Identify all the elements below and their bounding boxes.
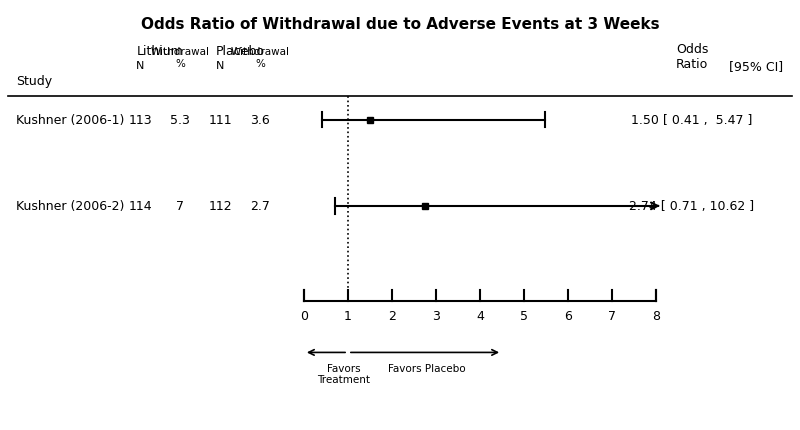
- Text: 112: 112: [208, 200, 232, 213]
- Text: 114: 114: [128, 200, 152, 213]
- Text: 5.3: 5.3: [170, 114, 190, 127]
- Text: Withdrawal
%: Withdrawal %: [230, 47, 290, 69]
- Text: [95% CI]: [95% CI]: [729, 60, 783, 73]
- Text: Favors
Treatment: Favors Treatment: [318, 363, 370, 384]
- Text: Placebo: Placebo: [215, 45, 265, 58]
- Text: 5: 5: [520, 310, 528, 322]
- Text: Kushner (2006-1): Kushner (2006-1): [16, 114, 124, 127]
- Text: Withdrawal
%: Withdrawal %: [150, 47, 210, 69]
- Text: 8: 8: [652, 310, 660, 322]
- Text: 7: 7: [608, 310, 616, 322]
- Text: 0: 0: [300, 310, 308, 322]
- Text: N: N: [136, 61, 144, 71]
- Text: Lithium: Lithium: [137, 45, 183, 58]
- Text: N: N: [216, 61, 224, 71]
- Text: Favors Placebo: Favors Placebo: [388, 363, 466, 373]
- Text: 6: 6: [564, 310, 572, 322]
- Text: Study: Study: [16, 75, 52, 88]
- Text: Kushner (2006-2): Kushner (2006-2): [16, 200, 124, 213]
- Text: 7: 7: [176, 200, 184, 213]
- Text: 2.7: 2.7: [250, 200, 270, 213]
- Text: 2.74 [ 0.71 , 10.62 ]: 2.74 [ 0.71 , 10.62 ]: [630, 200, 754, 213]
- Text: 2: 2: [388, 310, 396, 322]
- Text: 1.50 [ 0.41 ,  5.47 ]: 1.50 [ 0.41 , 5.47 ]: [631, 114, 753, 127]
- Text: Odds
Ratio: Odds Ratio: [676, 43, 708, 71]
- Text: 113: 113: [128, 114, 152, 127]
- Text: 3.6: 3.6: [250, 114, 270, 127]
- Text: 4: 4: [476, 310, 484, 322]
- Text: 3: 3: [432, 310, 440, 322]
- Text: 111: 111: [208, 114, 232, 127]
- Text: 1: 1: [344, 310, 352, 322]
- Text: Odds Ratio of Withdrawal due to Adverse Events at 3 Weeks: Odds Ratio of Withdrawal due to Adverse …: [141, 17, 659, 32]
